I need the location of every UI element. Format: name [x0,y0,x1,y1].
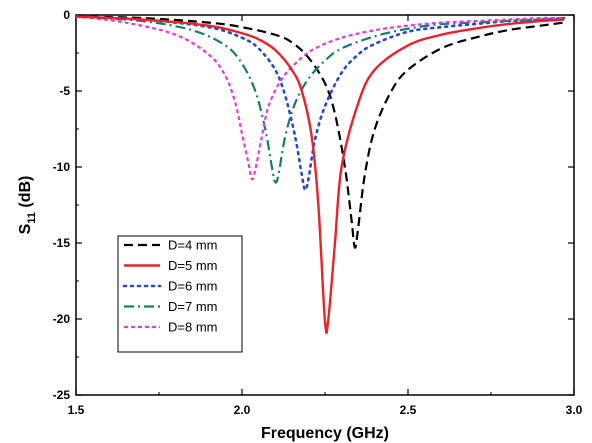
series-line-d-5-mm [75,15,565,335]
x-tick-label: 3.0 [566,403,583,417]
y-axis-title-main: S [17,223,34,234]
x-tick-label: 2.5 [400,403,417,417]
y-tick-label: -25 [53,388,71,402]
y-axis-title: S11 (dB) [17,176,38,235]
x-tick-label: 1.5 [68,403,85,417]
series-line-d-4-mm [75,15,565,249]
y-tick-label: -5 [59,84,70,98]
series-lines [74,15,566,335]
legend-label: D=4 mm [168,238,217,253]
legend-box [117,235,243,353]
legend-label: D=8 mm [168,320,217,335]
x-tick-label: 2.0 [234,403,251,417]
legend: D=4 mm D=5 mm D=6 mm D=7 mm D=8 mm [117,235,243,353]
y-tick-label: -20 [53,312,71,326]
series-line-d-6-mm [74,15,566,192]
y-tick-label: -15 [53,236,71,250]
y-tick-label: 0 [63,8,70,22]
series-line-d-7-mm [75,15,565,184]
y-axis-title-sub: 11 [26,212,38,224]
x-axis-title: Frequency (GHz) [261,425,389,442]
axis-ticks: 1.5 2.0 2.5 3.0 0 -5 -10 -15 -20 -25 [53,8,583,417]
legend-label: D=6 mm [168,279,217,294]
series-line-d-8-mm [75,15,565,181]
legend-label: D=5 mm [168,258,217,273]
legend-label: D=7 mm [168,299,217,314]
y-axis-title-unit: (dB) [17,176,34,212]
y-tick-label: -10 [53,160,71,174]
